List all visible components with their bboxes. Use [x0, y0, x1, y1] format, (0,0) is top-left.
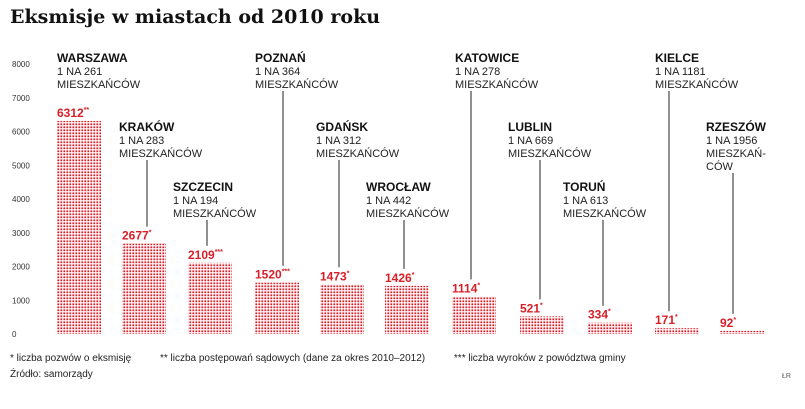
- ratio-line: CÓW: [706, 160, 734, 173]
- bar-7: [520, 316, 564, 334]
- ratio-line: 1 NA 364: [255, 66, 300, 78]
- bar-chart: 8000 7000 6000 5000 4000 3000 2000 1000 0 6312**…: [12, 50, 767, 339]
- ratio-line: 1 NA 283: [119, 135, 164, 147]
- y-tick-label: 4000: [12, 195, 30, 204]
- value-footnote-mark: *: [608, 309, 611, 316]
- value-footnote-mark: ***: [215, 249, 223, 256]
- y-axis: 8000 7000 6000 5000 4000 3000 2000 1000 0: [12, 60, 30, 339]
- value-label: 6312**: [57, 106, 89, 120]
- ratio-line: 1 NA 613: [563, 195, 608, 207]
- value-label: 1520***: [255, 268, 290, 282]
- city-name: LUBLIN: [508, 120, 552, 134]
- value-labels: 6312** 2677* 2109*** 1520*** 1473* 1426* 1114*…: [57, 106, 736, 330]
- ratio-line: MIESZKAŃCÓW: [316, 147, 400, 160]
- value-label: 521*: [520, 301, 543, 315]
- value-footnote-mark: *: [412, 272, 415, 279]
- author-credit: ŁR: [782, 373, 791, 380]
- bar-1: [122, 243, 166, 334]
- value-footnote-mark: **: [84, 107, 90, 114]
- footnote-3: *** liczba wyroków z powództwa gminy: [453, 353, 626, 364]
- value-label: 92*: [720, 316, 736, 330]
- ratio-line: 1 NA 194: [173, 195, 218, 207]
- ratio-line: 1 NA 669: [508, 135, 553, 147]
- ratio-line: MIESZKAŃCÓW: [366, 207, 450, 220]
- ratio-line: MIESZKAŃCÓW: [655, 78, 739, 91]
- ratio-line: MIESZKAŃCÓW: [57, 78, 141, 91]
- value-footnote-mark: *: [733, 317, 736, 324]
- value-label: 1473*: [320, 269, 350, 283]
- footnote-2: ** liczba postępowań sądowych (dane za o…: [159, 353, 426, 364]
- ratio-line: 1 NA 312: [316, 135, 361, 147]
- value-footnote-mark: *: [477, 282, 480, 289]
- city-name: WARSZAWA: [57, 51, 128, 65]
- ratio-line: MIESZKAŃCÓW: [508, 147, 592, 160]
- y-tick-label: 2000: [12, 263, 30, 272]
- y-tick-label: 0: [12, 330, 17, 339]
- city-name: POZNAŃ: [255, 50, 306, 65]
- y-tick-label: 5000: [12, 161, 30, 170]
- value-label: 171*: [655, 313, 678, 327]
- city-name: KATOWICE: [455, 51, 519, 65]
- ratio-line: MIESZKAŃCÓW: [455, 78, 539, 91]
- ratio-line: MIESZKAŃCÓW: [255, 78, 339, 91]
- city-name: TORUŃ: [563, 179, 605, 194]
- value-label: 1114*: [452, 281, 480, 295]
- ratio-line: 1 NA 442: [366, 195, 411, 207]
- value-footnote-mark: *: [675, 314, 678, 321]
- y-tick-label: 1000: [12, 296, 30, 305]
- bars: [57, 120, 764, 334]
- value-footnote-mark: *: [540, 302, 543, 309]
- ratio-line: 1 NA 1956: [706, 135, 757, 147]
- ratio-line: MIESZKAŃCÓW: [563, 207, 647, 220]
- ratio-line: MIESZKAŃCÓW: [173, 207, 257, 220]
- city-name: RZESZÓW: [706, 119, 767, 134]
- bar-0: [57, 120, 101, 334]
- ratio-line: MIESZKAŃ-: [706, 147, 766, 160]
- value-label: 1426*: [385, 271, 415, 285]
- city-name: GDAŃSK: [316, 119, 368, 134]
- source-note: Źródło: samorządy: [10, 369, 93, 380]
- value-footnote-mark: *: [347, 270, 350, 277]
- value-footnote-mark: *: [149, 230, 152, 237]
- value-label: 334*: [588, 308, 611, 322]
- bar-8: [588, 322, 632, 334]
- y-tick-label: 6000: [12, 128, 30, 137]
- footnotes: * liczba pozwów o eksmisję ** liczba pos…: [10, 353, 652, 364]
- value-label: 2109***: [188, 248, 223, 262]
- city-name: SZCZECIN: [173, 180, 233, 194]
- bar-2: [188, 262, 232, 334]
- value-footnote-mark: ***: [282, 269, 290, 276]
- y-tick-label: 7000: [12, 94, 30, 103]
- bar-6: [452, 296, 496, 334]
- bar-4: [320, 284, 364, 334]
- ratio-line: 1 NA 261: [57, 66, 102, 78]
- bar-3: [255, 282, 299, 334]
- bar-5: [385, 285, 429, 334]
- y-tick-label: 8000: [12, 60, 30, 69]
- city-name: KIELCE: [655, 51, 699, 65]
- bar-9: [655, 328, 699, 334]
- ratio-line: 1 NA 278: [455, 66, 500, 78]
- value-label: 2677*: [122, 229, 152, 243]
- ratio-line: 1 NA 1181: [655, 66, 706, 78]
- footnote-1: * liczba pozwów o eksmisję: [10, 353, 132, 364]
- leader-lines: [146, 91, 734, 314]
- ratio-line: MIESZKAŃCÓW: [119, 147, 203, 160]
- y-tick-label: 3000: [12, 229, 30, 238]
- city-name: KRAKÓW: [119, 119, 175, 134]
- page-title: Eksmisje w miastach od 2010 roku: [10, 6, 381, 28]
- bar-10: [720, 330, 764, 334]
- city-name: WROCŁAW: [366, 180, 431, 194]
